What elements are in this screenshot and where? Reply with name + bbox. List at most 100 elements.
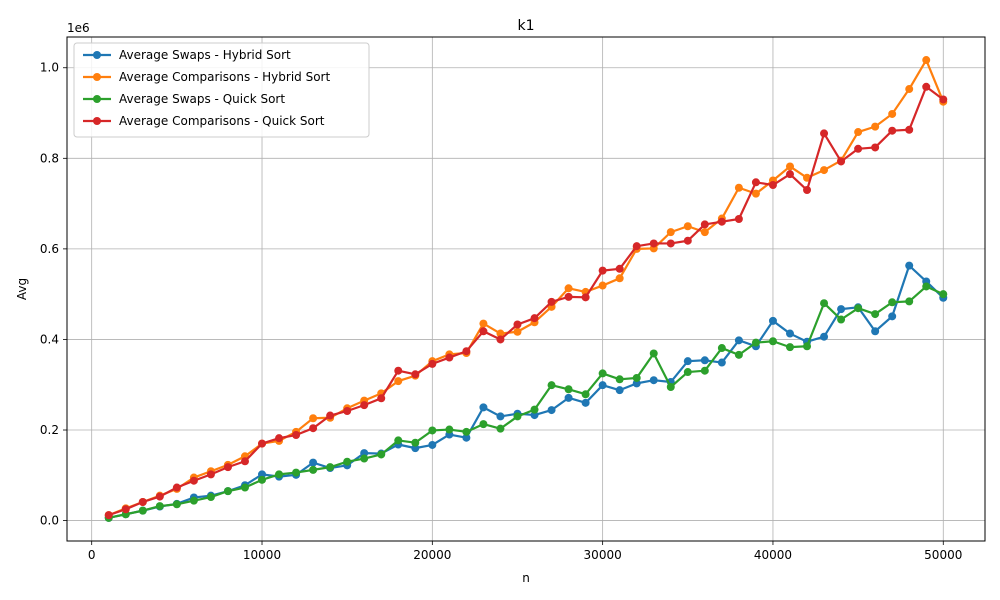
legend-marker (93, 117, 101, 125)
data-point (837, 157, 846, 166)
data-point (360, 454, 369, 463)
data-point (411, 438, 420, 447)
data-point (905, 261, 914, 270)
data-point (513, 320, 522, 329)
data-point (309, 465, 318, 474)
data-point (820, 332, 829, 341)
data-point (871, 310, 880, 319)
series-3 (104, 282, 948, 522)
y-tick-label: 0.2 (40, 423, 59, 437)
data-point (820, 166, 829, 175)
y-tick-label: 0.8 (40, 151, 59, 165)
series-4 (104, 82, 948, 520)
legend-label: Average Swaps - Quick Sort (119, 92, 285, 106)
data-point (428, 440, 437, 449)
data-point (734, 214, 743, 223)
data-point (496, 424, 505, 433)
x-tick-label: 50000 (924, 548, 962, 562)
data-point (888, 109, 897, 118)
data-point (666, 239, 675, 248)
legend-marker (93, 73, 101, 81)
data-point (734, 350, 743, 359)
data-point (155, 502, 164, 511)
data-point (223, 487, 232, 496)
data-point (547, 381, 556, 390)
data-point (717, 344, 726, 353)
data-point (377, 394, 386, 403)
data-point (377, 450, 386, 459)
data-point (888, 312, 897, 321)
y-tick-label: 0.0 (40, 514, 59, 528)
data-point (922, 82, 931, 91)
x-tick-label: 10000 (243, 548, 281, 562)
data-point (888, 298, 897, 307)
data-point (326, 411, 335, 420)
data-point (700, 356, 709, 365)
data-point (615, 274, 624, 283)
data-point (189, 476, 198, 485)
data-point (496, 329, 505, 338)
data-point (360, 401, 369, 410)
ticks: 0 10000 20000 30000 40000 50000 0.0 0.2 0.4 0.6 0.… (40, 61, 962, 562)
data-point (785, 162, 794, 171)
data-point (479, 420, 488, 429)
data-point (615, 375, 624, 384)
data-point (649, 349, 658, 358)
data-point (785, 343, 794, 352)
data-point (939, 95, 948, 104)
data-point (751, 338, 760, 347)
data-point (854, 304, 863, 313)
data-point (275, 470, 284, 479)
data-point (258, 475, 267, 484)
data-point (803, 342, 812, 351)
legend-item: Average Comparisons - Quick Sort (83, 114, 325, 128)
legend: Average Swaps - Hybrid Sort Average Compa… (73, 42, 370, 138)
data-point (751, 178, 760, 187)
data-point (820, 299, 829, 308)
data-point (666, 382, 675, 391)
data-point (292, 468, 301, 477)
series-layer (104, 56, 948, 522)
data-point (189, 496, 198, 505)
data-point (905, 125, 914, 134)
data-point (240, 483, 249, 492)
chart-title: k1 (517, 18, 534, 34)
data-point (564, 393, 573, 402)
data-point (905, 297, 914, 306)
axes-frame (66, 36, 986, 542)
x-tick-label: 40000 (754, 548, 792, 562)
data-point (309, 414, 318, 423)
data-point (462, 347, 471, 356)
data-point (530, 405, 539, 414)
legend-label: Average Comparisons - Hybrid Sort (119, 70, 330, 84)
data-point (768, 316, 777, 325)
data-point (172, 500, 181, 509)
data-point (394, 436, 403, 445)
data-point (462, 433, 471, 442)
data-point (513, 412, 522, 421)
data-point (871, 122, 880, 131)
data-point (547, 297, 556, 306)
data-point (717, 217, 726, 226)
data-point (683, 236, 692, 245)
data-point (598, 381, 607, 390)
data-point (700, 220, 709, 229)
y-tick-label: 1.0 (40, 61, 59, 75)
data-point (496, 335, 505, 344)
y-axis-label: Avg (15, 278, 29, 300)
data-point (700, 366, 709, 375)
data-point (785, 329, 794, 338)
legend-marker (93, 95, 101, 103)
data-point (837, 305, 846, 314)
data-point (615, 386, 624, 395)
data-point (581, 293, 590, 302)
data-point (479, 327, 488, 336)
y-tick-label: 0.6 (40, 242, 59, 256)
legend-label: Average Swaps - Hybrid Sort (119, 48, 291, 62)
x-tick-label: 20000 (413, 548, 451, 562)
data-point (155, 492, 164, 501)
legend-box (73, 42, 370, 138)
data-point (768, 181, 777, 190)
data-point (734, 183, 743, 192)
data-point (138, 498, 147, 507)
